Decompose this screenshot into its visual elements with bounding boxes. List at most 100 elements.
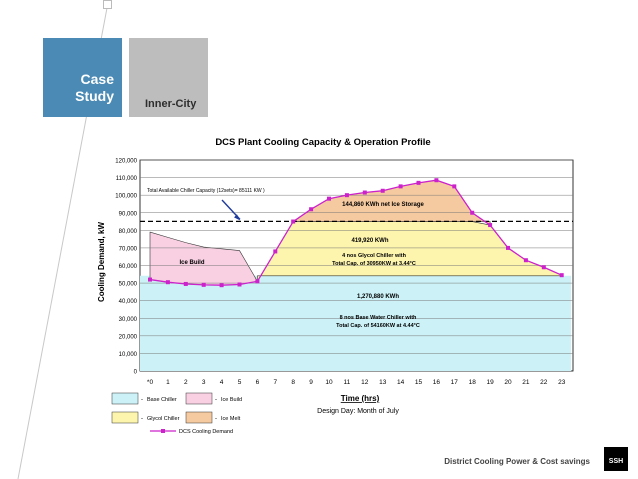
inner-city-tab: Inner-City (129, 38, 208, 117)
capacity-arrow-head (234, 214, 240, 221)
x-tick-label: 8 (291, 379, 295, 386)
x-tick-label: 14 (397, 379, 405, 386)
y-axis-label: Cooling Demand, kW (97, 222, 106, 302)
inner-city-label: Inner-City (145, 98, 197, 110)
demand-point (380, 188, 385, 193)
y-tick-label: 30,000 (119, 317, 138, 323)
case-label-1: Case (80, 71, 114, 87)
demand-point (506, 245, 510, 250)
demand-point (362, 190, 367, 195)
x-tick-label: 18 (469, 379, 477, 386)
x-tick-label: 20 (504, 379, 512, 386)
demand-point (237, 282, 242, 287)
x-tick-label: 13 (379, 379, 387, 386)
x-tick-label: 22 (540, 379, 548, 386)
y-tick-label: 20,000 (119, 334, 138, 340)
demand-point (470, 210, 475, 215)
legend-swatch-build (185, 392, 213, 405)
base-kwh-label: 1,270,880 KWh (357, 294, 399, 300)
y-tick-label: 10,000 (119, 352, 138, 358)
demand-point (165, 280, 170, 285)
y-tick-label: 60,000 (119, 264, 138, 270)
x-tick-label: 23 (558, 379, 566, 386)
y-tick-label: 70,000 (119, 246, 138, 252)
demand-point (523, 258, 528, 263)
demand-point (434, 178, 439, 183)
y-tick-label: 80,000 (119, 229, 138, 235)
y-tick-label: 40,000 (119, 299, 138, 305)
x-tick-label: 4 (220, 379, 224, 386)
base-chiller-area (140, 275, 571, 371)
footer-text: District Cooling Power & Cost savings (444, 457, 590, 466)
x-axis-sublabel: Design Day: Month of July (317, 408, 399, 415)
case-label-2: Study (75, 88, 114, 104)
legend-label-melt: Ice Melt (221, 416, 241, 422)
x-tick-label: *0 (147, 379, 154, 386)
legend-label-base: Base Chiller (147, 397, 177, 403)
legend-label-glycol: Glycol Chiller (147, 416, 180, 422)
glycol-desc-line2: Total Cap. of 30950KW at 3.44°C (332, 261, 416, 267)
x-tick-label: 19 (486, 379, 494, 386)
legend-swatch-glycol (111, 411, 139, 424)
legend-dash: - (215, 397, 217, 403)
x-axis-label: Time (hrs) (341, 394, 380, 403)
legend-dash: - (215, 416, 217, 422)
x-tick-label: 5 (238, 379, 242, 386)
x-tick-label: 9 (309, 379, 313, 386)
base-desc-line1: 8 nos Base Water Chiller with (340, 315, 417, 321)
y-tick-label: 110,000 (116, 176, 138, 182)
demand-point (452, 184, 457, 189)
y-tick-label: 120,000 (115, 159, 137, 165)
legend-swatch-melt (185, 411, 213, 424)
legend-dash: - (141, 416, 143, 422)
demand-point (273, 249, 278, 254)
y-tick-label: 90,000 (119, 211, 138, 217)
x-tick-label: 2 (184, 379, 188, 386)
demand-point (398, 184, 403, 189)
corner-box (103, 0, 112, 9)
ice-build-label: Ice Build (179, 260, 204, 266)
demand-point (327, 196, 331, 201)
y-tick-label: 0 (134, 370, 138, 376)
y-tick-label: 100,000 (115, 194, 137, 200)
total-capacity-label: Total Available Chiller Capacity (12sets… (147, 188, 265, 194)
demand-point (148, 277, 152, 282)
demand-point (344, 193, 349, 198)
demand-point (309, 207, 314, 212)
demand-point (541, 265, 546, 270)
x-tick-label: 15 (415, 379, 423, 386)
demand-point (488, 223, 493, 228)
demand-point (416, 180, 421, 185)
legend-demand-label: DCS Cooling Demand (179, 429, 233, 435)
demand-point (219, 283, 224, 288)
x-tick-label: 10 (325, 379, 333, 386)
demand-point (291, 219, 296, 224)
y-tick-label: 50,000 (119, 282, 138, 288)
legend-label-build: Ice Build (221, 397, 242, 403)
chart-title: DCS Plant Cooling Capacity & Operation P… (215, 137, 430, 148)
case-study-tab: Case Study (43, 38, 122, 117)
legend-swatch-base (111, 392, 139, 405)
glycol-desc-line1: 4 nos Glycol Chiller with (342, 253, 407, 259)
x-tick-label: 17 (451, 379, 459, 386)
ice-storage-label: 144,860 KWh net Ice Storage (342, 202, 424, 208)
x-tick-label: 16 (433, 379, 441, 386)
demand-point (255, 279, 260, 284)
demand-point (559, 273, 564, 278)
demand-point (183, 281, 188, 286)
legend-demand-marker (161, 429, 165, 433)
x-tick-label: 1 (166, 379, 170, 386)
glycol-kwh-label: 419,920 KWh (351, 238, 388, 244)
demand-point (201, 282, 206, 287)
x-tick-label: 7 (273, 379, 277, 386)
x-tick-label: 12 (361, 379, 369, 386)
demand-line (149, 179, 562, 286)
base-desc-line2: Total Cap. of 54160KW at 4.44°C (336, 323, 420, 329)
x-tick-label: 6 (256, 379, 260, 386)
legend-dash: - (141, 397, 143, 403)
company-logo: SSH (604, 447, 628, 471)
x-tick-label: 21 (522, 379, 530, 386)
x-tick-label: 3 (202, 379, 206, 386)
x-tick-label: 11 (344, 379, 351, 386)
